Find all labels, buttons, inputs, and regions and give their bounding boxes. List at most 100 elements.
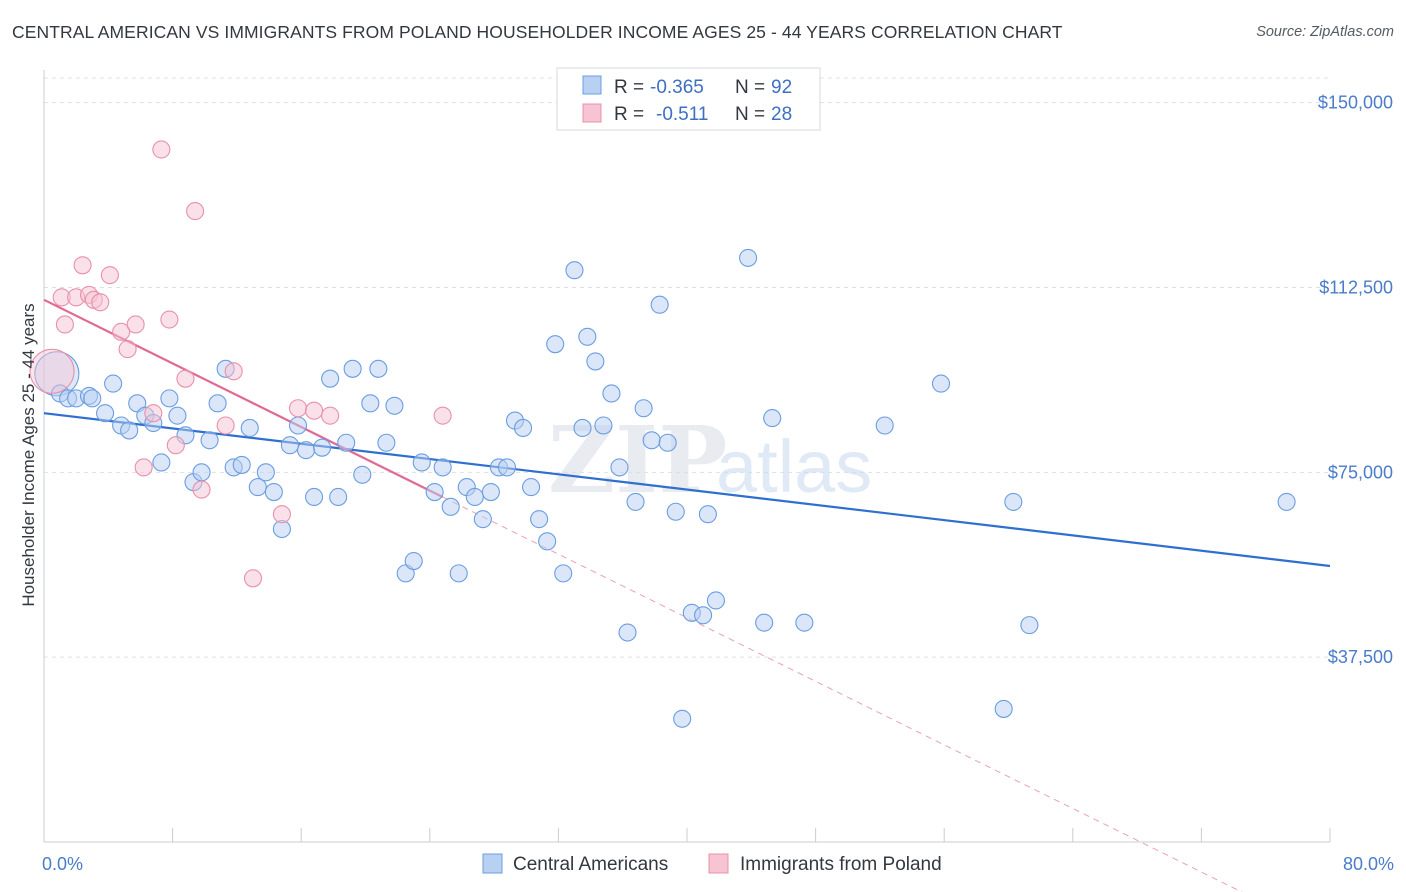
point-central-americans-6 [96, 404, 115, 423]
point-central-americans-91 [755, 613, 774, 632]
point-immigrants-poland-20 [216, 416, 235, 435]
point-central-americans-58 [522, 478, 541, 497]
point-immigrants-poland-23 [272, 505, 291, 524]
point-central-americans-68 [602, 384, 621, 403]
trend-line-central-americans [43, 412, 1331, 568]
point-central-americans-29 [280, 436, 299, 455]
point-central-americans-27 [264, 482, 283, 502]
point-central-americans-74 [650, 295, 669, 314]
point-central-americans-30 [288, 416, 308, 435]
point-central-americans-82 [739, 248, 758, 267]
point-central-americans-81 [706, 591, 725, 610]
point-central-americans-73 [642, 431, 661, 450]
point-central-americans-86 [931, 374, 951, 393]
point-central-americans-40 [369, 359, 388, 378]
point-central-americans-9 [120, 421, 139, 440]
legend-swatch-immigrants-poland [582, 103, 602, 123]
point-central-americans-85 [875, 416, 894, 435]
point-central-americans-48 [441, 497, 460, 516]
point-central-americans-25 [248, 478, 267, 497]
point-central-americans-33 [313, 438, 332, 457]
point-immigrants-poland-4 [73, 256, 92, 275]
bottom-legend: Central Americans Immigrants from Poland [482, 853, 942, 875]
y-tick-label-0: $37,500 [1328, 647, 1393, 667]
point-immigrants-poland-13 [144, 404, 163, 423]
legend-n-label-2: N = [735, 104, 765, 125]
point-immigrants-poland-10 [118, 340, 137, 359]
bottom-legend-swatch-immigrants-poland [708, 853, 729, 874]
y-axis-label: Householder Income Ages 25 - 44 years [19, 303, 38, 606]
point-central-americans-59 [530, 510, 549, 529]
x-tick-label-1: 80.0% [1343, 854, 1394, 874]
point-central-americans-19 [200, 431, 219, 450]
legend-n-label-1: N = [735, 77, 765, 98]
point-central-americans-26 [256, 463, 275, 482]
point-immigrants-poland-12 [134, 458, 153, 477]
point-central-americans-62 [554, 564, 573, 583]
point-immigrants-poland-11 [126, 315, 145, 334]
point-central-americans-37 [343, 359, 362, 378]
point-central-americans-88 [1004, 492, 1023, 511]
bottom-legend-label-immigrants-poland: Immigrants from Poland [740, 854, 942, 875]
point-central-americans-87 [994, 699, 1013, 718]
axes [43, 70, 1331, 843]
point-central-americans-18 [192, 463, 211, 482]
point-immigrants-poland-19 [192, 480, 211, 499]
y-tick-label-3: $150,000 [1318, 93, 1393, 113]
point-central-americans-42 [385, 396, 404, 415]
y-tick-label-2: $112,500 [1319, 277, 1393, 297]
point-immigrants-poland-24 [288, 399, 308, 418]
point-central-americans-49 [449, 564, 468, 583]
point-immigrants-poland-16 [166, 436, 185, 455]
point-central-americans-41 [377, 433, 396, 452]
point-central-americans-75 [658, 433, 677, 452]
point-immigrants-poland-21 [224, 362, 243, 381]
watermark-atlas: atlas [716, 425, 872, 508]
point-immigrants-poland-7 [91, 293, 110, 312]
source-credit: Source: ZipAtlas.com [1256, 24, 1394, 40]
legend-n-value-1: 92 [771, 77, 792, 98]
point-central-americans-60 [538, 532, 557, 551]
legend-box: R = -0.365 N = 92 R = -0.511 N = 28 [556, 67, 821, 131]
data-points [29, 140, 1296, 728]
legend-r-label-2: R = [614, 104, 644, 125]
point-central-americans-24 [240, 418, 259, 438]
point-central-americans-44 [404, 551, 423, 571]
point-central-americans-89 [1020, 616, 1039, 635]
point-central-americans-77 [673, 709, 692, 728]
point-immigrants-poland-14 [152, 140, 171, 159]
point-central-americans-69 [610, 458, 629, 477]
x-tick-label-0: 0.0% [42, 854, 83, 874]
point-central-americans-79 [694, 606, 713, 625]
point-central-americans-84 [795, 613, 814, 632]
point-central-americans-36 [337, 433, 356, 452]
point-central-americans-7 [104, 374, 123, 393]
point-central-americans-66 [586, 352, 605, 371]
point-immigrants-poland-15 [160, 310, 179, 329]
point-immigrants-poland-17 [176, 369, 195, 388]
point-central-americans-63 [565, 261, 584, 280]
point-central-americans-52 [473, 510, 492, 529]
legend-r-value-2: -0.511 [656, 104, 708, 125]
trend-lines [43, 298, 1331, 892]
point-central-americans-46 [425, 482, 444, 502]
point-central-americans-34 [321, 369, 340, 388]
point-central-americans-55 [497, 458, 517, 477]
point-central-americans-15 [168, 406, 187, 425]
point-central-americans-70 [618, 623, 637, 642]
trend-line-immigrants-poland-extended [442, 496, 1243, 892]
point-central-americans-90 [1277, 492, 1296, 511]
point-central-americans-31 [296, 441, 316, 460]
point-central-americans-14 [160, 389, 179, 408]
tick-labels: $37,500 $75,000 $112,500 $150,000 0.0% 80.0% [42, 93, 1394, 874]
point-central-americans-39 [361, 394, 380, 413]
trend-line-immigrants-poland [43, 298, 444, 498]
point-central-americans-32 [305, 487, 324, 507]
legend-swatch-central-americans [582, 75, 602, 95]
point-central-americans-57 [513, 418, 533, 438]
point-central-americans-38 [353, 465, 372, 484]
point-immigrants-poland-9 [112, 322, 131, 341]
point-central-americans-61 [546, 335, 565, 354]
point-central-americans-51 [465, 487, 484, 507]
